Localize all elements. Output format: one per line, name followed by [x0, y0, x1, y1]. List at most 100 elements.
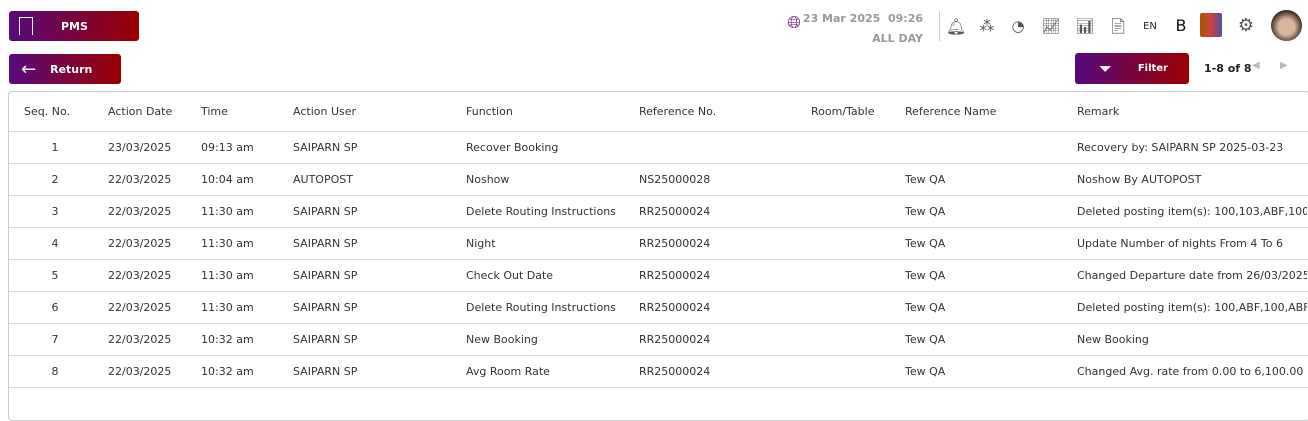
table-cell: 8 — [51, 365, 59, 378]
period-text: ALL DAY — [872, 32, 923, 45]
report-icon[interactable]: 📄︎ — [1108, 17, 1128, 35]
network-icon[interactable]: ⁂ — [979, 17, 995, 35]
table-cell: Recovery by: SAIPARN SP 2025-03-23 — [1077, 141, 1284, 154]
date-text: 23 Mar 2025 — [802, 12, 881, 25]
pagination-info: 1-8 of 8 — [1204, 62, 1252, 75]
table-cell: Deleted posting item(s): 100,103,ABF,100… — [1077, 205, 1307, 218]
table-row[interactable]: 2 22/03/2025 10:04 am AUTOPOST Noshow NS25000… — [9, 164, 1308, 196]
table-cell: Tew QA — [905, 365, 946, 378]
time-text: 09:26 — [887, 12, 923, 25]
bell-icon[interactable]: 🔔︎ — [945, 16, 967, 36]
table-row[interactable]: 4 22/03/2025 11:30 am SAIPARN SP Night RR2500… — [9, 228, 1308, 260]
column-header: Action Date — [108, 105, 173, 118]
table-cell: Delete Routing Instructions — [466, 301, 616, 314]
table-cell: Tew QA — [905, 333, 946, 346]
column-header: Reference No. — [639, 105, 717, 118]
table-cell: New Booking — [1077, 333, 1149, 346]
table-cell: 3 — [51, 205, 59, 218]
pms-button[interactable]: PMS — [9, 11, 139, 41]
avatar[interactable] — [1271, 10, 1302, 41]
table-cell — [905, 132, 1075, 163]
table-cell: Update Number of nights From 4 To 6 — [1077, 237, 1283, 250]
pms-label: PMS — [61, 19, 88, 33]
column-header: Seq. No. — [24, 105, 70, 118]
table-cell: RR25000024 — [639, 237, 711, 250]
table-cell: SAIPARN SP — [293, 365, 358, 378]
table-cell: RR25000024 — [639, 365, 711, 378]
divider — [939, 11, 940, 41]
return-button[interactable]: ← Return — [9, 54, 121, 84]
table-cell: Noshow By AUTOPOST — [1077, 173, 1202, 186]
table-cell: Deleted posting item(s): 100,ABF,100,ABF… — [1077, 301, 1307, 314]
table-cell: 7 — [51, 333, 59, 346]
filter-icon: ⏷ — [1099, 58, 1112, 78]
table-cell: 22/03/2025 — [108, 301, 172, 314]
table-cell: Tew QA — [905, 237, 946, 250]
filter-button[interactable]: ⏷ Filter — [1075, 53, 1189, 84]
table-cell: Night — [466, 237, 496, 250]
table-cell: 11:30 am — [201, 237, 254, 250]
table-cell: RR25000024 — [639, 301, 711, 314]
table-cell: AUTOPOST — [293, 173, 353, 186]
return-label: Return — [50, 62, 93, 76]
table-header: Seq. No. Action Date Time Action User Functi… — [9, 92, 1308, 132]
table-cell: SAIPARN SP — [293, 333, 358, 346]
table-cell: 22/03/2025 — [108, 205, 172, 218]
table-cell: Avg Room Rate — [466, 365, 550, 378]
table-cell: RR25000024 — [639, 269, 711, 282]
table-cell: 5 — [51, 269, 59, 282]
table-cell: 2 — [51, 173, 59, 186]
table-cell: 6 — [51, 301, 59, 314]
table-cell: 11:30 am — [201, 269, 254, 282]
table-cell: NS25000028 — [639, 173, 711, 186]
table-cell: 22/03/2025 — [108, 237, 172, 250]
table-cell: SAIPARN SP — [293, 301, 358, 314]
column-header: Remark — [1077, 105, 1120, 118]
palette-icon[interactable] — [1200, 13, 1222, 37]
table-row[interactable]: 7 22/03/2025 10:32 am SAIPARN SP New Booking… — [9, 324, 1308, 356]
table-cell: 11:30 am — [201, 301, 254, 314]
table-cell: 11:30 am — [201, 205, 254, 218]
table-cell: Tew QA — [905, 301, 946, 314]
table-cell: 1 — [51, 141, 59, 154]
table-cell: RR25000024 — [639, 205, 711, 218]
table-cell: 22/03/2025 — [108, 269, 172, 282]
table-row[interactable]: 1 23/03/2025 09:13 am SAIPARN SP Recover Boo… — [9, 132, 1308, 164]
prev-page-button[interactable]: ◀ — [1252, 60, 1260, 71]
column-header: Reference Name — [905, 105, 997, 118]
column-header: Room/Table — [811, 105, 875, 118]
table-cell: 22/03/2025 — [108, 333, 172, 346]
table-cell: Delete Routing Instructions — [466, 205, 616, 218]
table-cell: 09:13 am — [201, 141, 254, 154]
table-cell: 22/03/2025 — [108, 173, 172, 186]
table-row[interactable]: 5 22/03/2025 11:30 am SAIPARN SP Check Out D… — [9, 260, 1308, 292]
table-cell — [639, 132, 809, 163]
column-header: Function — [466, 105, 513, 118]
language-button[interactable]: EN — [1143, 20, 1157, 32]
pie-chart-icon[interactable]: ◔ — [1011, 17, 1025, 35]
arrow-left-icon: ← — [21, 58, 37, 80]
table-cell: 4 — [51, 237, 59, 250]
table-cell: Changed Departure date from 26/03/2025 1 — [1077, 269, 1307, 282]
b-button[interactable]: B — [1175, 15, 1187, 35]
table-cell: RR25000024 — [639, 333, 711, 346]
table-row[interactable]: 3 22/03/2025 11:30 am SAIPARN SP Delete Rout… — [9, 196, 1308, 228]
table-cell: Recover Booking — [466, 141, 559, 154]
table-cell: Tew QA — [905, 269, 946, 282]
table-row[interactable]: 6 22/03/2025 11:30 am SAIPARN SP Delete Rout… — [9, 292, 1308, 324]
table-cell: 22/03/2025 — [108, 365, 172, 378]
table-row[interactable]: 8 22/03/2025 10:32 am SAIPARN SP Avg Room Ra… — [9, 356, 1308, 388]
gear-icon[interactable]: ⚙ — [1237, 14, 1255, 36]
table-cell: Check Out Date — [466, 269, 554, 282]
line-chart-icon[interactable]: 📈︎ — [1041, 17, 1061, 35]
table-cell: SAIPARN SP — [293, 237, 358, 250]
table-cell: 10:04 am — [201, 173, 254, 186]
table-cell: Tew QA — [905, 173, 946, 186]
hotel-icon — [19, 17, 33, 35]
globe-search-icon[interactable]: 🌐︎ — [787, 13, 801, 33]
next-page-button[interactable]: ▶ — [1280, 60, 1288, 71]
date-time-display: 23 Mar 2025 09:26 ALL DAY — [803, 9, 923, 49]
table-cell: 10:32 am — [201, 365, 254, 378]
table-cell: Tew QA — [905, 205, 946, 218]
bar-chart-icon[interactable]: 📊︎ — [1075, 17, 1095, 35]
